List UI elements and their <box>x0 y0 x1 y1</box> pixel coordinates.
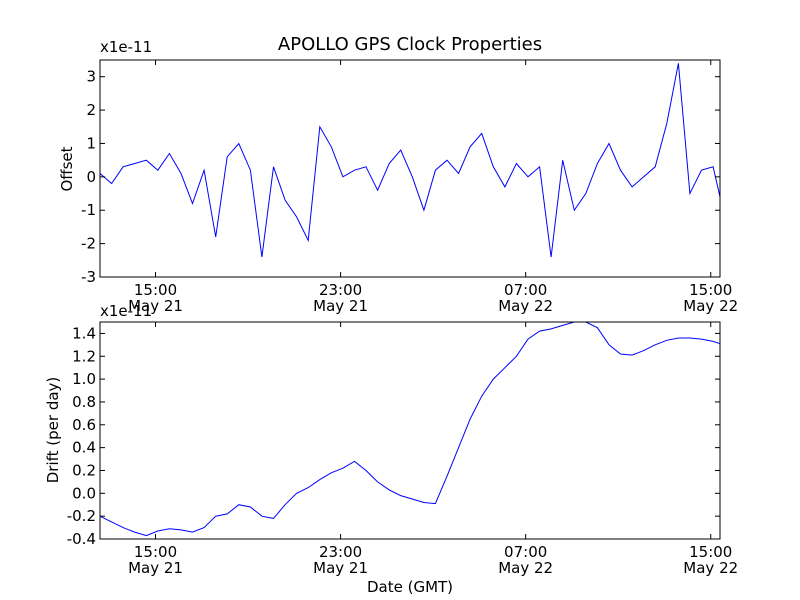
offset-x-tick-time: 15:00 <box>134 281 177 299</box>
offset-x-tick-date: May 22 <box>498 297 553 315</box>
offset-plot-frame <box>99 59 721 278</box>
offset-x-tick-time: 23:00 <box>319 281 362 299</box>
offset-y-tick-label: -3 <box>81 268 96 286</box>
drift-y-tick-label: -0.4 <box>67 530 96 548</box>
offset-y-tick-label: 3 <box>86 68 96 86</box>
offset-x-tick-time: 15:00 <box>689 281 732 299</box>
drift-series-line <box>99 321 721 537</box>
drift-y-axis-label: Drift (per day) <box>44 377 62 484</box>
drift-x-tick-date: May 22 <box>683 559 738 577</box>
drift-y-tick-label: 0.4 <box>72 439 96 457</box>
drift-y-tick-label: 0.2 <box>72 461 96 479</box>
offset-x-tick-date: May 21 <box>313 297 368 315</box>
offset-series-line <box>99 63 721 258</box>
drift-x-tick-time: 15:00 <box>689 543 732 561</box>
drift-x-tick-time: 07:00 <box>504 543 547 561</box>
drift-plot-frame <box>99 321 721 540</box>
drift-y-tick-label: 1.0 <box>72 370 96 388</box>
drift-y-tick-label: -0.2 <box>67 507 96 525</box>
offset-x-tick-date: May 22 <box>683 297 738 315</box>
drift-y-tick-label: 0.6 <box>72 416 96 434</box>
drift-x-tick-time: 23:00 <box>319 543 362 561</box>
drift-y-tick-label: 1.4 <box>72 324 96 342</box>
offset-x-tick-time: 07:00 <box>504 281 547 299</box>
drift-panel: x1e-11 Drift (per day) -0.4 -0.2 0.0 0.2 0.4… <box>44 302 738 596</box>
drift-y-tick-label: 1.2 <box>72 347 96 365</box>
drift-x-tick-date: May 21 <box>128 559 183 577</box>
drift-x-tick-time: 15:00 <box>134 543 177 561</box>
offset-y-axis-label: Offset <box>58 146 76 191</box>
drift-x-axis-label: Date (GMT) <box>367 578 453 596</box>
offset-x-tick-date: May 21 <box>128 297 183 315</box>
drift-x-tick-date: May 21 <box>313 559 368 577</box>
drift-y-tick-label: 0.0 <box>72 484 96 502</box>
offset-y-tick-label: 2 <box>86 101 96 119</box>
chart-title: APOLLO GPS Clock Properties <box>278 34 542 55</box>
offset-y-tick-label: 0 <box>86 168 96 186</box>
offset-y-multiplier: x1e-11 <box>100 38 152 56</box>
drift-x-tick-date: May 22 <box>498 559 553 577</box>
offset-y-tick-label: -2 <box>81 235 96 253</box>
offset-y-tick-label: 1 <box>86 134 96 152</box>
drift-y-tick-label: 0.8 <box>72 393 96 411</box>
drift-y-multiplier: x1e-11 <box>100 302 152 320</box>
offset-y-tick-label: -1 <box>81 201 96 219</box>
